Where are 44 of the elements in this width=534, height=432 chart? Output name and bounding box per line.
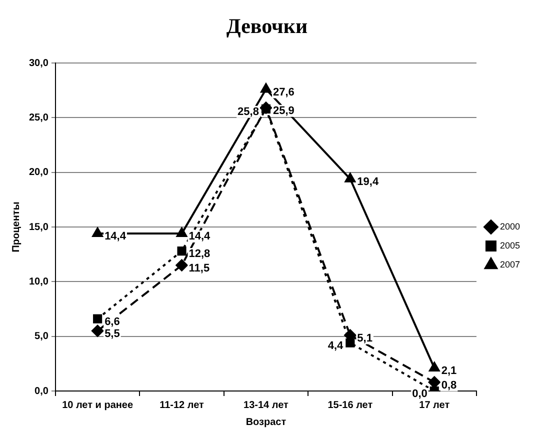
point xyxy=(260,102,272,114)
x-tick-label: 15-16 лет xyxy=(328,400,373,411)
y-tick-label: 20,0 xyxy=(28,167,49,178)
x-tick-label: 17 лет xyxy=(419,400,450,411)
y-axis-title: Проценты xyxy=(10,202,22,252)
data-label: 19,4 xyxy=(357,176,380,188)
point xyxy=(176,228,188,238)
y-tick-label: 30,0 xyxy=(28,58,49,69)
point xyxy=(92,228,103,238)
data-label: 11,5 xyxy=(188,262,210,274)
y-tick-label: 0,0 xyxy=(34,386,49,397)
point xyxy=(429,362,440,372)
data-label: 14,4 xyxy=(188,230,212,243)
data-label: 5,5 xyxy=(104,328,120,340)
point xyxy=(92,324,104,337)
data-label: 2,1 xyxy=(441,365,457,378)
data-label: 25,8 xyxy=(238,106,259,118)
point xyxy=(260,83,272,93)
x-tick-label: 11-12 лет xyxy=(160,400,204,411)
data-label: 14,4 xyxy=(104,230,127,243)
data-label: 12,8 xyxy=(188,248,210,260)
y-tick-label: 10,0 xyxy=(28,276,49,288)
point xyxy=(176,259,188,272)
y-tick-label: 15,0 xyxy=(28,222,49,233)
y-tick-label: 5,0 xyxy=(34,331,49,342)
chart-title: Девочки xyxy=(225,14,309,40)
legend-label: 2005 xyxy=(500,240,520,250)
data-label: 6,6 xyxy=(104,316,120,328)
y-tick-label: 25,0 xyxy=(28,112,49,124)
data-label: 0,8 xyxy=(441,379,457,392)
x-tick-label: 10 лет и ранее xyxy=(62,400,134,411)
x-axis-title: Возраст xyxy=(246,416,286,428)
data-label: 5,1 xyxy=(357,332,372,344)
data-label: 4,4 xyxy=(328,340,344,352)
point xyxy=(344,172,356,182)
data-label: 25,9 xyxy=(272,104,294,117)
data-label: 27,6 xyxy=(272,86,294,98)
x-tick-label: 13-14 лет xyxy=(244,400,289,411)
point xyxy=(346,338,355,348)
point xyxy=(177,246,186,256)
legend-label: 2000 xyxy=(500,221,520,232)
legend-label: 2007 xyxy=(500,259,520,270)
point xyxy=(93,314,102,324)
data-label: 0,0 xyxy=(412,388,428,400)
